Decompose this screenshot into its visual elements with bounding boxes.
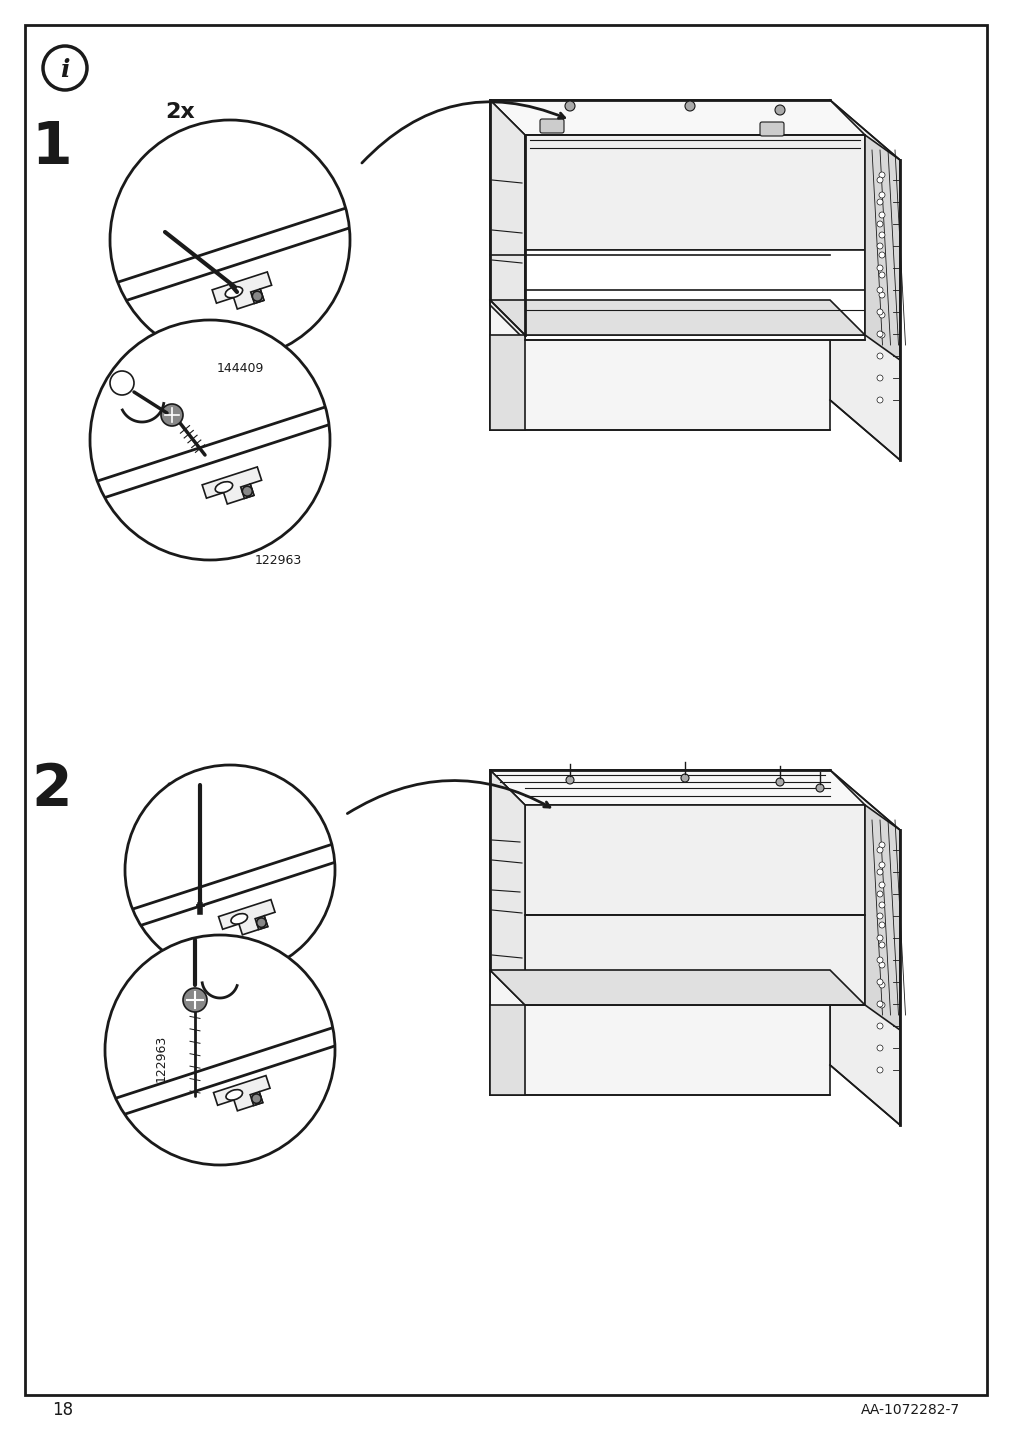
Circle shape bbox=[183, 988, 207, 1012]
Polygon shape bbox=[489, 299, 864, 335]
Circle shape bbox=[125, 765, 335, 975]
Ellipse shape bbox=[225, 286, 243, 298]
Circle shape bbox=[877, 375, 883, 381]
Circle shape bbox=[879, 292, 885, 298]
Circle shape bbox=[877, 979, 883, 985]
Circle shape bbox=[879, 922, 885, 928]
Circle shape bbox=[877, 914, 883, 919]
Circle shape bbox=[877, 286, 883, 294]
Circle shape bbox=[161, 404, 183, 425]
Polygon shape bbox=[525, 135, 864, 251]
Text: 122963: 122963 bbox=[255, 554, 302, 567]
Circle shape bbox=[877, 957, 883, 962]
Circle shape bbox=[242, 487, 252, 497]
Circle shape bbox=[877, 869, 883, 875]
Text: 122963: 122963 bbox=[155, 1034, 168, 1081]
Polygon shape bbox=[489, 969, 864, 1005]
Polygon shape bbox=[829, 770, 899, 1126]
Polygon shape bbox=[489, 1005, 525, 1095]
Polygon shape bbox=[489, 100, 525, 339]
Circle shape bbox=[879, 172, 885, 178]
Polygon shape bbox=[525, 251, 864, 339]
Circle shape bbox=[774, 105, 785, 115]
Polygon shape bbox=[829, 100, 899, 460]
Polygon shape bbox=[864, 135, 899, 359]
Circle shape bbox=[815, 783, 823, 792]
Text: 1: 1 bbox=[31, 119, 72, 176]
Polygon shape bbox=[250, 1091, 263, 1106]
Circle shape bbox=[252, 1094, 261, 1104]
Polygon shape bbox=[525, 805, 864, 915]
Text: 2: 2 bbox=[31, 762, 72, 819]
Circle shape bbox=[879, 272, 885, 278]
Circle shape bbox=[680, 775, 688, 782]
Circle shape bbox=[879, 332, 885, 338]
Circle shape bbox=[879, 862, 885, 868]
Circle shape bbox=[877, 221, 883, 228]
Circle shape bbox=[879, 1002, 885, 1008]
Circle shape bbox=[565, 776, 573, 783]
Circle shape bbox=[877, 354, 883, 359]
Circle shape bbox=[879, 942, 885, 948]
Circle shape bbox=[877, 1001, 883, 1007]
Circle shape bbox=[879, 212, 885, 218]
Circle shape bbox=[879, 962, 885, 968]
Circle shape bbox=[877, 199, 883, 205]
Polygon shape bbox=[255, 915, 268, 929]
Polygon shape bbox=[489, 770, 864, 805]
Text: 144409: 144409 bbox=[216, 361, 264, 375]
Text: AA-1072282-7: AA-1072282-7 bbox=[860, 1403, 959, 1418]
Polygon shape bbox=[489, 335, 525, 430]
Circle shape bbox=[877, 1067, 883, 1073]
Circle shape bbox=[877, 1022, 883, 1030]
Polygon shape bbox=[212, 272, 271, 309]
Circle shape bbox=[105, 935, 335, 1166]
Circle shape bbox=[877, 891, 883, 896]
Circle shape bbox=[877, 243, 883, 249]
Circle shape bbox=[877, 178, 883, 183]
Ellipse shape bbox=[215, 481, 233, 493]
Polygon shape bbox=[213, 1075, 270, 1111]
Polygon shape bbox=[489, 969, 829, 1095]
Text: 2x: 2x bbox=[165, 102, 194, 122]
Circle shape bbox=[90, 319, 330, 560]
Circle shape bbox=[879, 312, 885, 318]
Polygon shape bbox=[525, 915, 864, 1005]
Circle shape bbox=[877, 1045, 883, 1051]
Polygon shape bbox=[218, 899, 275, 935]
Polygon shape bbox=[241, 484, 254, 498]
FancyBboxPatch shape bbox=[759, 122, 784, 136]
Polygon shape bbox=[864, 805, 899, 1030]
Circle shape bbox=[564, 102, 574, 112]
Circle shape bbox=[877, 265, 883, 271]
Circle shape bbox=[877, 935, 883, 941]
Circle shape bbox=[110, 120, 350, 359]
Text: 2x: 2x bbox=[165, 782, 194, 802]
Polygon shape bbox=[202, 467, 262, 504]
Polygon shape bbox=[251, 289, 264, 304]
Polygon shape bbox=[489, 770, 525, 1005]
Circle shape bbox=[877, 331, 883, 337]
Circle shape bbox=[879, 232, 885, 238]
Circle shape bbox=[879, 902, 885, 908]
Circle shape bbox=[775, 778, 784, 786]
Circle shape bbox=[252, 291, 262, 301]
Ellipse shape bbox=[231, 914, 248, 924]
Circle shape bbox=[879, 842, 885, 848]
Circle shape bbox=[877, 846, 883, 853]
Text: i: i bbox=[61, 59, 70, 82]
Polygon shape bbox=[489, 299, 829, 430]
Circle shape bbox=[879, 882, 885, 888]
Ellipse shape bbox=[225, 1090, 243, 1100]
FancyBboxPatch shape bbox=[540, 119, 563, 133]
Circle shape bbox=[879, 252, 885, 258]
Circle shape bbox=[879, 192, 885, 198]
Circle shape bbox=[257, 918, 266, 928]
Circle shape bbox=[877, 397, 883, 402]
Text: 18: 18 bbox=[52, 1400, 73, 1419]
Circle shape bbox=[684, 102, 695, 112]
Circle shape bbox=[877, 309, 883, 315]
Circle shape bbox=[879, 982, 885, 988]
Polygon shape bbox=[489, 100, 864, 135]
